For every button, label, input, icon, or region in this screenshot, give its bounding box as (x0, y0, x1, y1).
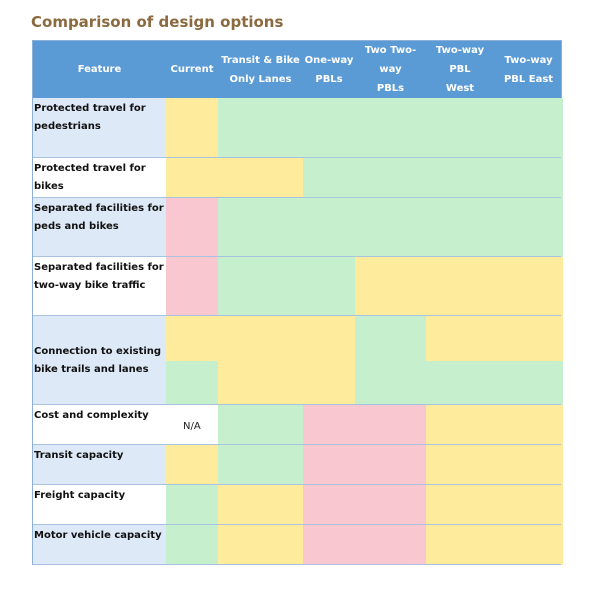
row-divider (33, 564, 561, 565)
rating-cell (426, 316, 494, 361)
feature-label: Separated facilities for two-way bike tr… (34, 262, 164, 291)
rating-cell (426, 198, 494, 257)
rating-cell (355, 198, 426, 257)
rating-cell (355, 316, 426, 361)
rating-cell (166, 158, 218, 198)
rating-cell (166, 405, 218, 445)
rating-cell (426, 360, 494, 405)
rating-cell (218, 525, 303, 565)
rating-cell (166, 525, 218, 565)
feature-cell: Motor vehicle capacity (33, 525, 166, 565)
rating-cell (355, 360, 426, 405)
rating-cell (166, 198, 218, 257)
header-row (33, 41, 561, 98)
feature-label: Connection to existing bike trails and l… (34, 345, 162, 375)
rating-cell (494, 158, 563, 198)
rating-cell (218, 158, 303, 198)
rating-cell (218, 485, 303, 525)
header-current: Current (170, 64, 214, 75)
feature-label: Protected travel for bikes (34, 163, 146, 192)
rating-cell (494, 525, 563, 565)
rating-cell (355, 445, 426, 485)
rating-cell (303, 98, 355, 158)
row-divider (33, 315, 561, 316)
comparison-table: Feature Current Transit & Bike Only Lane… (32, 40, 563, 565)
feature-label: Protected travel for pedestrians (34, 103, 146, 132)
rating-cell (303, 158, 355, 198)
row-divider (33, 256, 561, 257)
rating-cell (303, 257, 355, 316)
rating-cell (218, 445, 303, 485)
rating-cell (218, 316, 303, 361)
feature-label: Transit capacity (34, 450, 124, 461)
row-divider (33, 404, 561, 405)
rating-cell (166, 360, 218, 405)
rating-cell (303, 525, 355, 565)
rating-cell (494, 98, 563, 158)
row-divider (33, 524, 561, 525)
rating-cell (426, 485, 494, 525)
header-two-way-pbl-east: Two-way PBL East (503, 54, 554, 85)
rating-cell (303, 405, 355, 445)
rating-cell (303, 316, 355, 361)
row-divider (33, 444, 561, 445)
rating-cell (166, 98, 218, 158)
feature-cell: Connection to existing bike trails and l… (33, 316, 166, 405)
rating-cell (218, 360, 303, 405)
row-divider (33, 197, 561, 198)
rating-cell (303, 485, 355, 525)
rating-cell (166, 316, 218, 361)
rating-cell (355, 525, 426, 565)
rating-cell (355, 405, 426, 445)
rating-cell (218, 257, 303, 316)
na-note: N/A (183, 421, 201, 432)
rating-cell (218, 405, 303, 445)
page-title: Comparison of design options (31, 13, 284, 31)
feature-cell: Protected travel for pedestrians (33, 98, 166, 158)
rating-cell (166, 257, 218, 316)
rating-cell (303, 360, 355, 405)
rating-cell (426, 257, 494, 316)
rating-cell (426, 525, 494, 565)
feature-cell: Protected travel for bikes (33, 158, 166, 198)
feature-label: Cost and complexity (34, 410, 149, 421)
rating-cell (426, 98, 494, 158)
rating-cell (426, 445, 494, 485)
rating-cell (355, 98, 426, 158)
rating-cell (494, 198, 563, 257)
rating-cell (494, 445, 563, 485)
header-one-way-pbls: One-way PBLs (304, 54, 354, 85)
rating-cell (494, 257, 563, 316)
feature-cell: Separated facilities for peds and bikes (33, 198, 166, 257)
rating-cell (355, 257, 426, 316)
rating-cell (303, 445, 355, 485)
feature-cell: Transit capacity (33, 445, 166, 485)
rating-cell (426, 405, 494, 445)
rating-cell (218, 198, 303, 257)
header-transit-bike: Transit & Bike Only Lanes (221, 54, 300, 85)
feature-label: Motor vehicle capacity (34, 530, 162, 541)
row-divider (33, 157, 561, 158)
rating-cell (494, 316, 563, 361)
rating-cell (426, 158, 494, 198)
rating-cell (355, 158, 426, 198)
feature-label: Separated facilities for peds and bikes (34, 203, 164, 232)
header-two-two-way-pbls: Two Two-way PBLs (364, 45, 417, 94)
rating-cell (303, 198, 355, 257)
header-feature: Feature (77, 64, 122, 75)
rating-cell (166, 445, 218, 485)
rating-cell (166, 485, 218, 525)
feature-cell: Cost and complexity (33, 405, 166, 445)
feature-label: Freight capacity (34, 490, 126, 501)
rating-cell (494, 360, 563, 405)
feature-cell: Separated facilities for two-way bike tr… (33, 257, 166, 316)
row-divider (33, 484, 561, 485)
rating-cell (355, 485, 426, 525)
feature-cell: Freight capacity (33, 485, 166, 525)
rating-cell (218, 98, 303, 158)
rating-cell (494, 405, 563, 445)
rating-cell (494, 485, 563, 525)
header-two-way-pbl-west: Two-way PBL West (435, 45, 485, 94)
